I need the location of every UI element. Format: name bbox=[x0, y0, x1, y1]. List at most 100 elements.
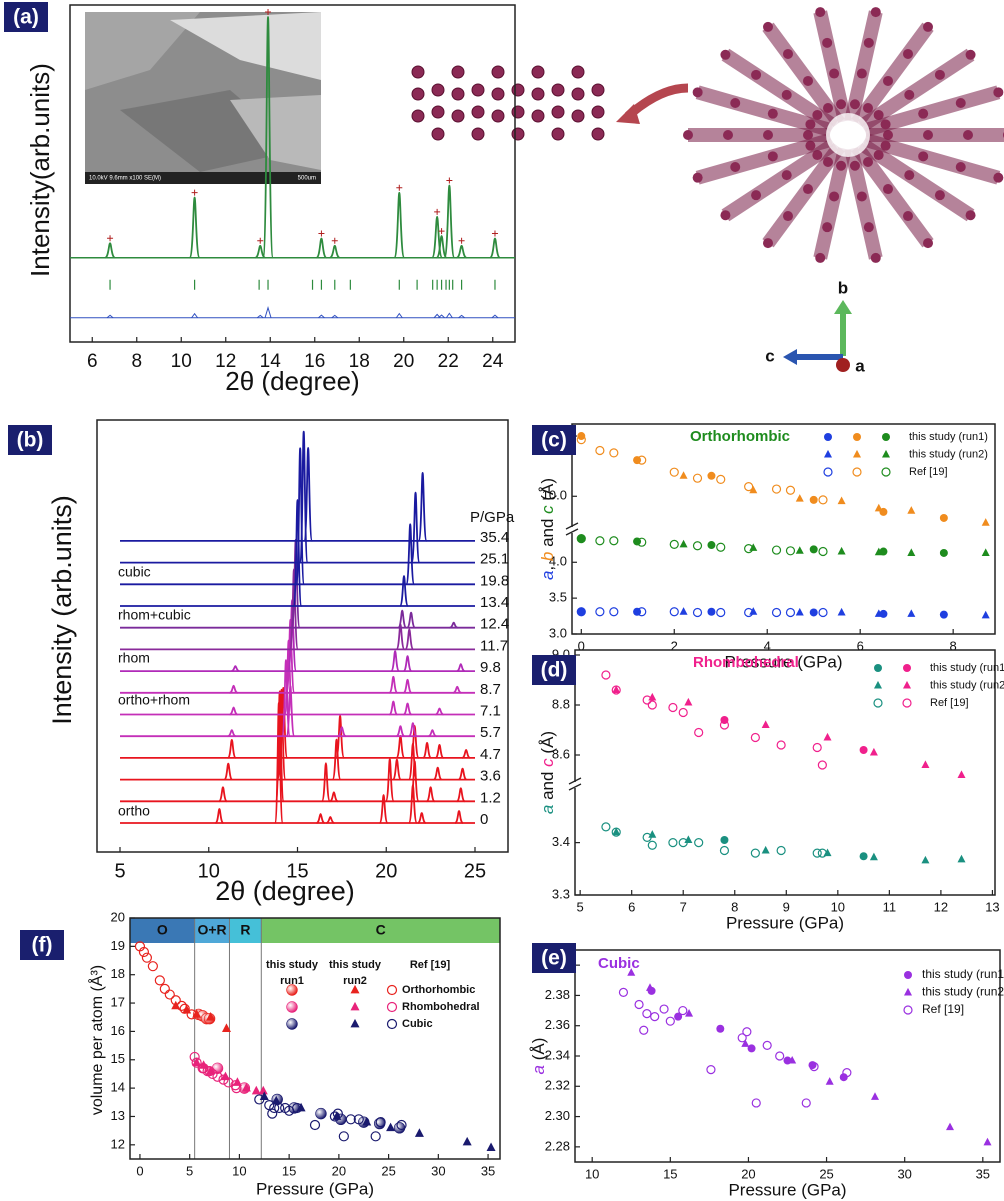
data-point bbox=[795, 546, 804, 554]
structure-atom bbox=[829, 68, 840, 79]
y-tick-label: 3.5 bbox=[549, 590, 567, 605]
phase-annotation: ortho bbox=[118, 803, 150, 819]
x-tick-label: 14 bbox=[260, 351, 282, 372]
crystal-axis-label: a bbox=[855, 356, 865, 375]
legend-label: this study (run2) bbox=[930, 679, 1004, 691]
structure-atom bbox=[812, 109, 823, 120]
data-point bbox=[946, 1122, 954, 1131]
data-point bbox=[179, 1003, 190, 1014]
data-point bbox=[674, 1012, 683, 1021]
sem-caption: 10.0kV 9.6mm x100 SE(M) bbox=[89, 176, 161, 182]
data-point bbox=[679, 607, 688, 615]
legend-header: Ref [19] bbox=[410, 959, 451, 971]
y-tick-label: 14 bbox=[111, 1080, 125, 1095]
data-point bbox=[642, 1008, 652, 1019]
data-point bbox=[291, 1102, 303, 1114]
data-point bbox=[694, 727, 704, 738]
data-point bbox=[678, 1005, 688, 1016]
data-point bbox=[707, 471, 716, 480]
data-point bbox=[650, 1012, 660, 1022]
structure-atom bbox=[767, 108, 778, 119]
data-point bbox=[576, 534, 586, 544]
data-point bbox=[669, 539, 679, 549]
structure-atom bbox=[873, 150, 884, 161]
y-axis-label: Intensity (arb.units) bbox=[47, 495, 77, 725]
ribbon-atom bbox=[591, 105, 605, 119]
data-point bbox=[609, 536, 619, 546]
fit-peak bbox=[262, 16, 274, 259]
y-axis-label-part: (Å) bbox=[538, 478, 557, 505]
trace-peak bbox=[426, 786, 436, 803]
data-point bbox=[611, 827, 621, 837]
data-point bbox=[396, 1119, 407, 1131]
structure-atom bbox=[965, 210, 976, 221]
structure-atom bbox=[720, 49, 731, 60]
data-point bbox=[823, 848, 832, 857]
trace-peak bbox=[335, 714, 345, 759]
legend-label: this study (run2) bbox=[909, 448, 988, 460]
data-point bbox=[983, 1137, 992, 1146]
phase-annotation: rhom bbox=[118, 650, 150, 666]
pressure-label: 8.7 bbox=[480, 681, 501, 698]
data-point bbox=[147, 961, 158, 972]
legend-header: run2 bbox=[343, 975, 367, 987]
structure-atom bbox=[880, 119, 891, 130]
data-point bbox=[716, 607, 726, 618]
structure-atom bbox=[803, 184, 813, 195]
x-tick-label: 8 bbox=[131, 351, 142, 372]
ribbon-atom bbox=[451, 65, 465, 79]
structure-atom bbox=[751, 69, 762, 80]
trace-peak bbox=[397, 609, 408, 629]
data-point bbox=[871, 1092, 879, 1100]
data-point bbox=[642, 832, 652, 842]
structure-atom bbox=[730, 162, 741, 173]
data-point bbox=[939, 513, 948, 522]
data-point bbox=[706, 1065, 716, 1075]
sem-scale: 500um bbox=[298, 176, 316, 182]
data-point bbox=[609, 448, 619, 458]
structure-atom bbox=[873, 109, 884, 120]
observed-point bbox=[265, 9, 272, 16]
structure-atom bbox=[870, 252, 881, 263]
data-point bbox=[637, 537, 647, 547]
observed-point bbox=[318, 230, 325, 237]
structure-atom bbox=[863, 157, 873, 168]
x-axis-label: Pressure (GPa) bbox=[726, 913, 844, 932]
y-tick-label: 17 bbox=[111, 994, 125, 1009]
trace-peak bbox=[226, 738, 237, 759]
structure-atom bbox=[993, 87, 1004, 98]
trace-peak bbox=[384, 758, 395, 803]
data-point bbox=[204, 1066, 215, 1077]
structure-atom bbox=[856, 191, 867, 202]
ribbon-atom bbox=[551, 83, 565, 97]
legend-marker bbox=[853, 449, 861, 458]
trace-peak bbox=[303, 446, 314, 542]
legend-marker bbox=[853, 433, 861, 441]
structure-atom bbox=[955, 97, 966, 108]
ribbon-atom bbox=[451, 109, 465, 123]
x-tick-label: 5 bbox=[577, 899, 584, 914]
x-tick-label: 8 bbox=[950, 638, 957, 653]
data-point bbox=[370, 1131, 381, 1142]
y-tick-label: 8.6 bbox=[552, 746, 570, 761]
pressure-label: 7.1 bbox=[480, 702, 501, 719]
trace-peak bbox=[378, 794, 389, 824]
data-point bbox=[154, 975, 165, 986]
data-point bbox=[818, 546, 828, 557]
data-point bbox=[634, 999, 644, 1010]
difference-bump bbox=[491, 314, 499, 319]
data-point bbox=[668, 702, 678, 713]
structure-atom bbox=[723, 130, 733, 140]
sem-bar bbox=[85, 172, 321, 184]
y-axis-label-part: a bbox=[529, 1065, 548, 1074]
data-point bbox=[749, 543, 758, 551]
y-axis-label: a (Å) bbox=[529, 1038, 548, 1075]
y-axis-label-part: (Å) bbox=[538, 731, 557, 758]
pressure-label: 0 bbox=[480, 811, 488, 828]
structure-atom bbox=[763, 21, 773, 32]
y-axis-label-part: b bbox=[538, 552, 557, 561]
structure-atom bbox=[883, 184, 893, 195]
difference-bump bbox=[395, 312, 403, 319]
legend-header: this study bbox=[329, 959, 382, 971]
